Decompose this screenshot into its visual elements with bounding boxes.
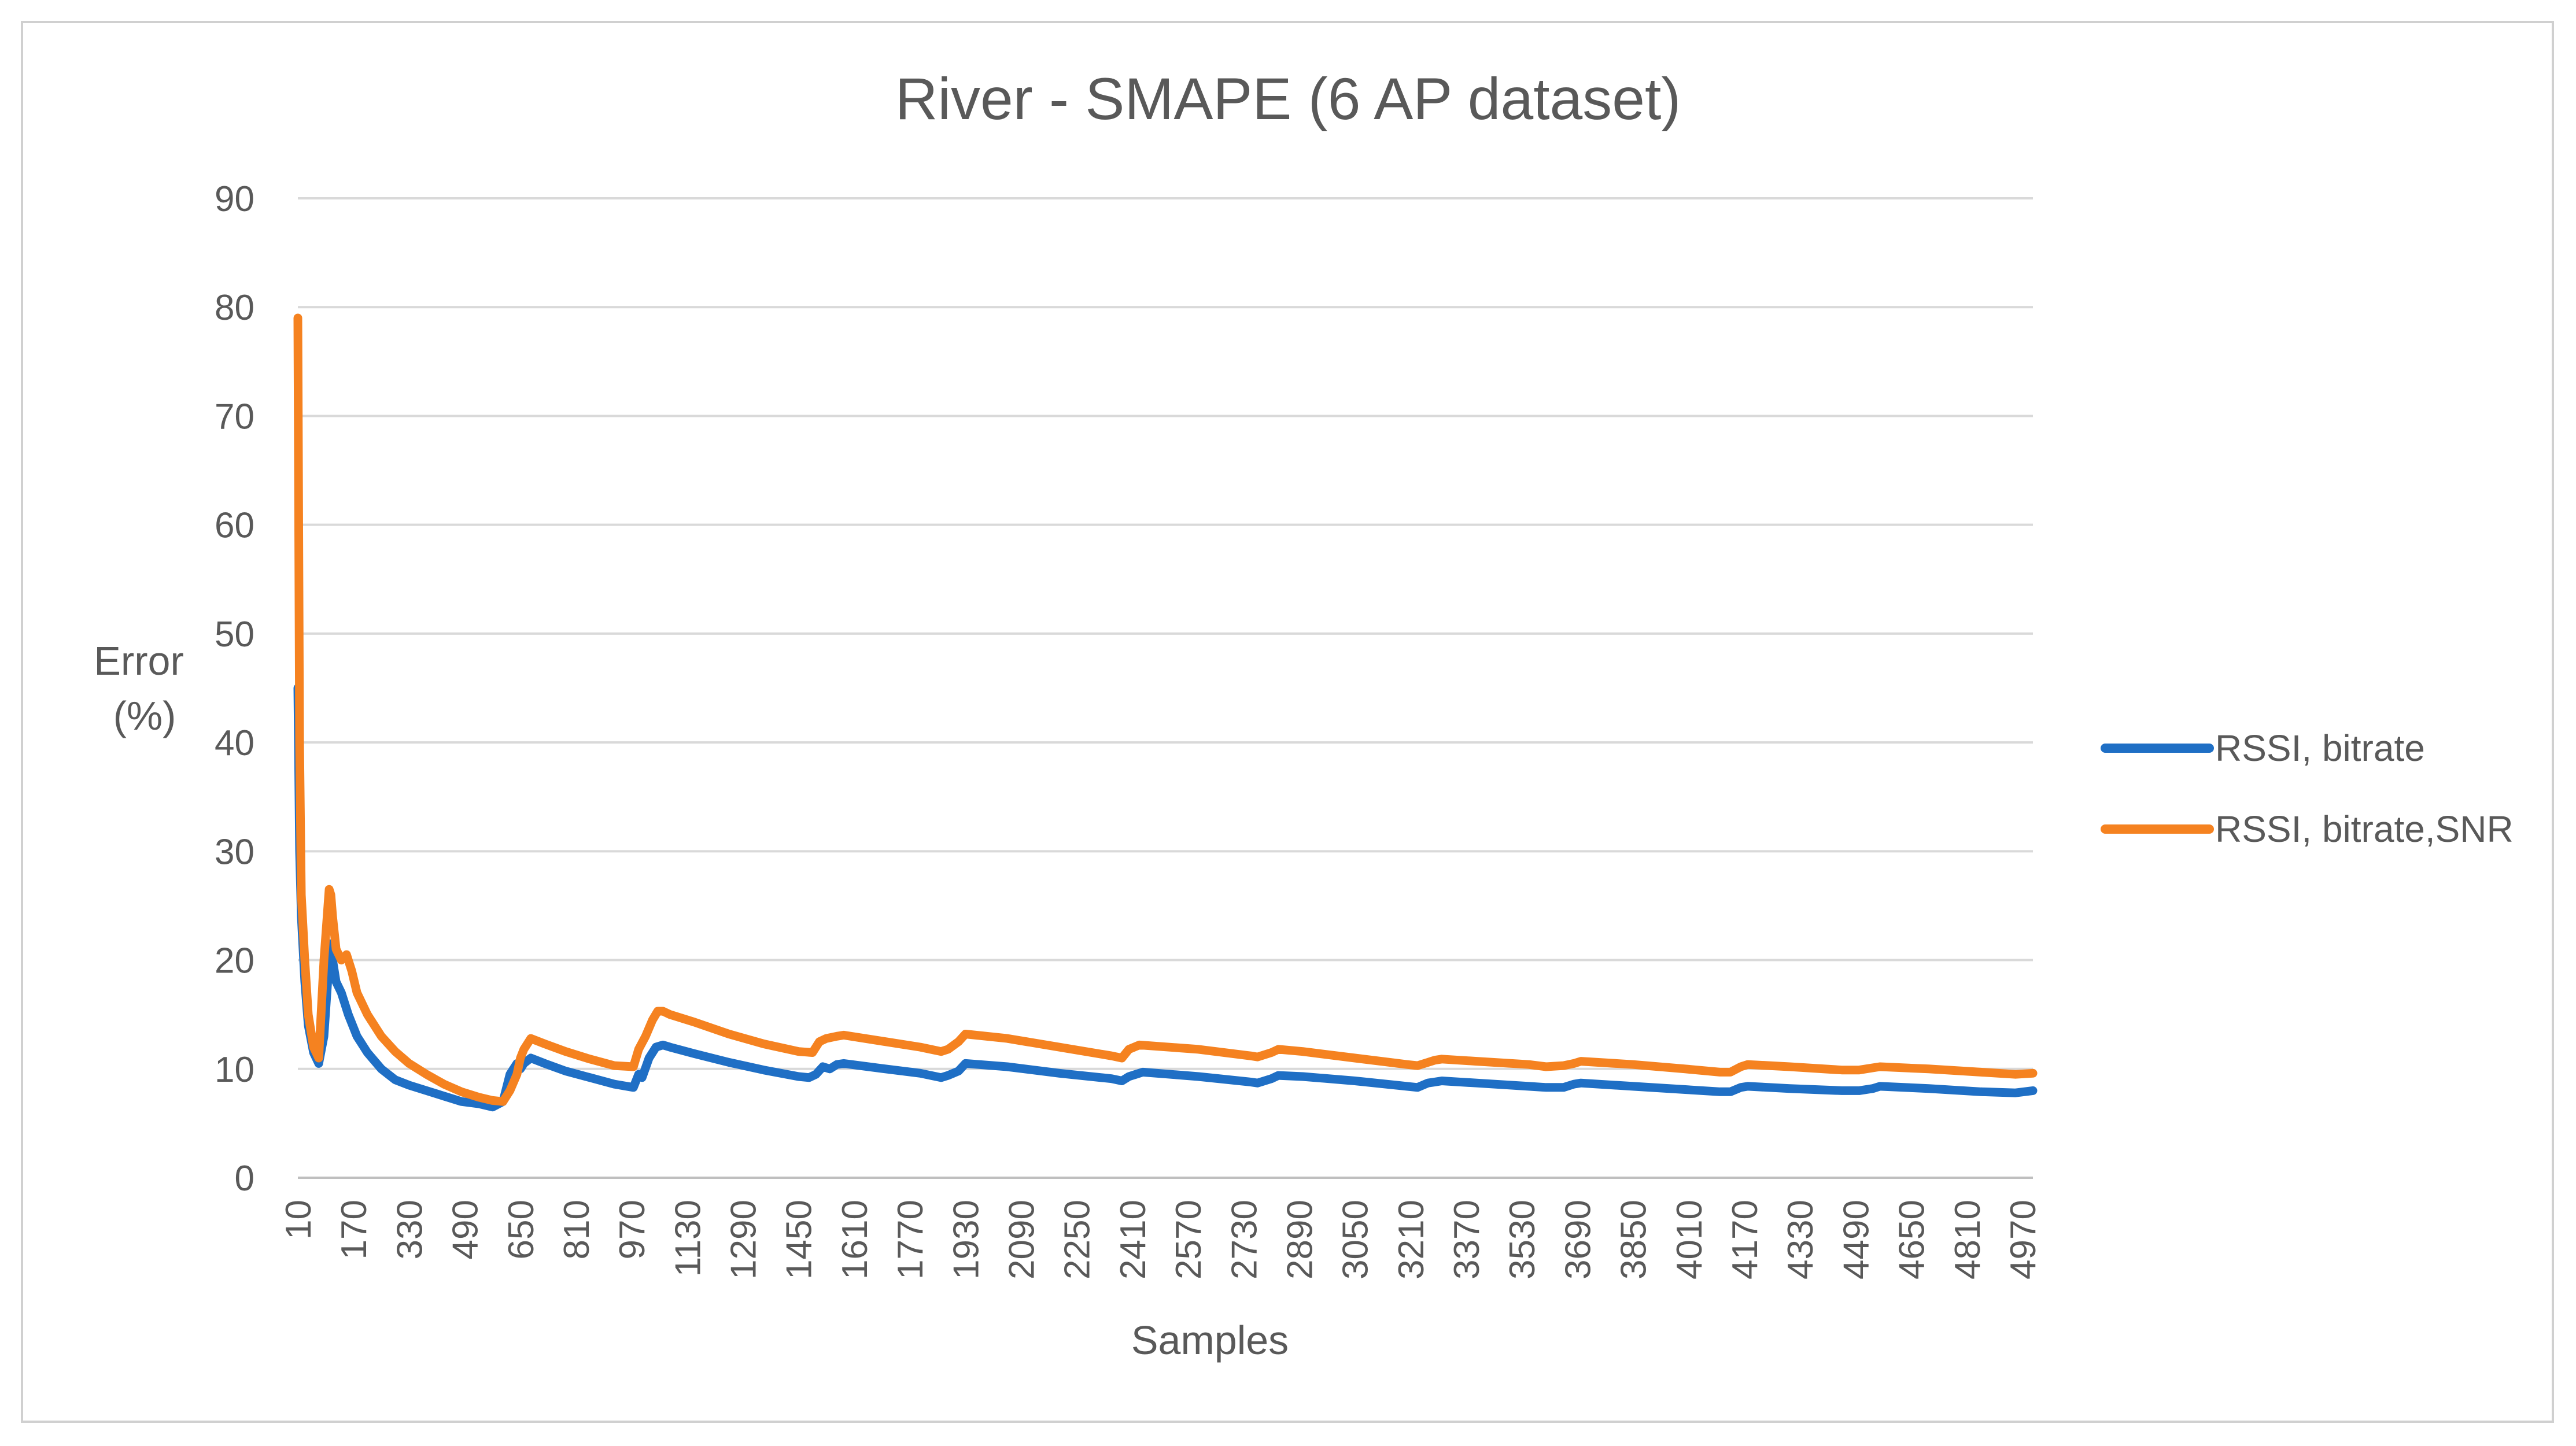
x-tick-label: 650	[501, 1200, 541, 1259]
y-tick-label: 20	[215, 941, 254, 981]
y-tick-label: 70	[215, 397, 254, 437]
x-tick-label: 4650	[1892, 1200, 1932, 1279]
x-tick-label: 3210	[1392, 1200, 1431, 1279]
x-tick-label: 1290	[724, 1200, 764, 1279]
y-axis-label-line-2: (%)	[113, 693, 176, 738]
x-axis-ticks: 10 170 330 490 650 810 970 1130 1290 1450 1610 1770…	[279, 1200, 2043, 1279]
y-tick-label: 50	[215, 615, 254, 654]
x-tick-label: 4810	[1948, 1200, 1988, 1279]
chart-frame	[21, 21, 2554, 1423]
x-tick-label: 3530	[1503, 1200, 1542, 1279]
y-tick-label: 80	[215, 288, 254, 328]
x-tick-label: 810	[557, 1200, 597, 1259]
x-tick-label: 2890	[1280, 1200, 1320, 1279]
x-tick-label: 2730	[1224, 1200, 1264, 1279]
legend: RSSI, bitrate RSSI, bitrate,SNR	[2101, 727, 2514, 850]
x-tick-label: 330	[390, 1200, 430, 1259]
x-tick-label: 3690	[1558, 1200, 1598, 1279]
series-lines	[293, 313, 2038, 1112]
x-tick-label: 1130	[668, 1200, 708, 1277]
x-tick-label: 1930	[946, 1200, 986, 1279]
x-tick-label: 1770	[891, 1200, 931, 1279]
x-tick-label: 2250	[1058, 1200, 1098, 1279]
x-tick-label: 4010	[1670, 1200, 1710, 1279]
y-axis-ticks: 0 10 20 30 40 50 60 70 80 90	[215, 179, 254, 1199]
y-tick-label: 0	[235, 1159, 254, 1199]
x-tick-label: 2410	[1113, 1200, 1153, 1279]
x-tick-label: 3050	[1336, 1200, 1376, 1279]
x-tick-label: 2090	[1002, 1200, 1042, 1279]
chart-title: River - SMAPE (6 AP dataset)	[895, 66, 1681, 132]
x-tick-label: 490	[446, 1200, 486, 1259]
x-tick-label: 3850	[1614, 1200, 1654, 1279]
x-tick-label: 2570	[1169, 1200, 1209, 1279]
legend-label-1: RSSI, bitrate	[2215, 727, 2425, 769]
grid-lines	[298, 197, 2033, 1179]
x-tick-label: 4490	[1836, 1200, 1876, 1279]
y-tick-label: 30	[215, 832, 254, 872]
y-axis-label-line-1: Error	[94, 638, 184, 683]
x-tick-label: 970	[612, 1200, 652, 1259]
x-tick-label: 4170	[1725, 1200, 1765, 1279]
y-tick-label: 40	[215, 723, 254, 763]
x-tick-label: 1610	[835, 1200, 875, 1279]
series-line-1	[293, 683, 2038, 1112]
x-tick-label: 4330	[1781, 1200, 1821, 1279]
x-tick-label: 1450	[780, 1200, 820, 1279]
y-tick-label: 60	[215, 506, 254, 546]
legend-label-2: RSSI, bitrate,SNR	[2215, 808, 2514, 850]
x-tick-label: 170	[334, 1200, 374, 1259]
x-tick-label: 10	[279, 1200, 319, 1240]
x-tick-label: 4970	[2003, 1200, 2043, 1279]
y-tick-label: 90	[215, 179, 254, 219]
series-line-2	[293, 313, 2038, 1106]
x-axis-label: Samples	[1131, 1318, 1289, 1363]
x-tick-label: 3370	[1447, 1200, 1487, 1279]
y-tick-label: 10	[215, 1050, 254, 1090]
